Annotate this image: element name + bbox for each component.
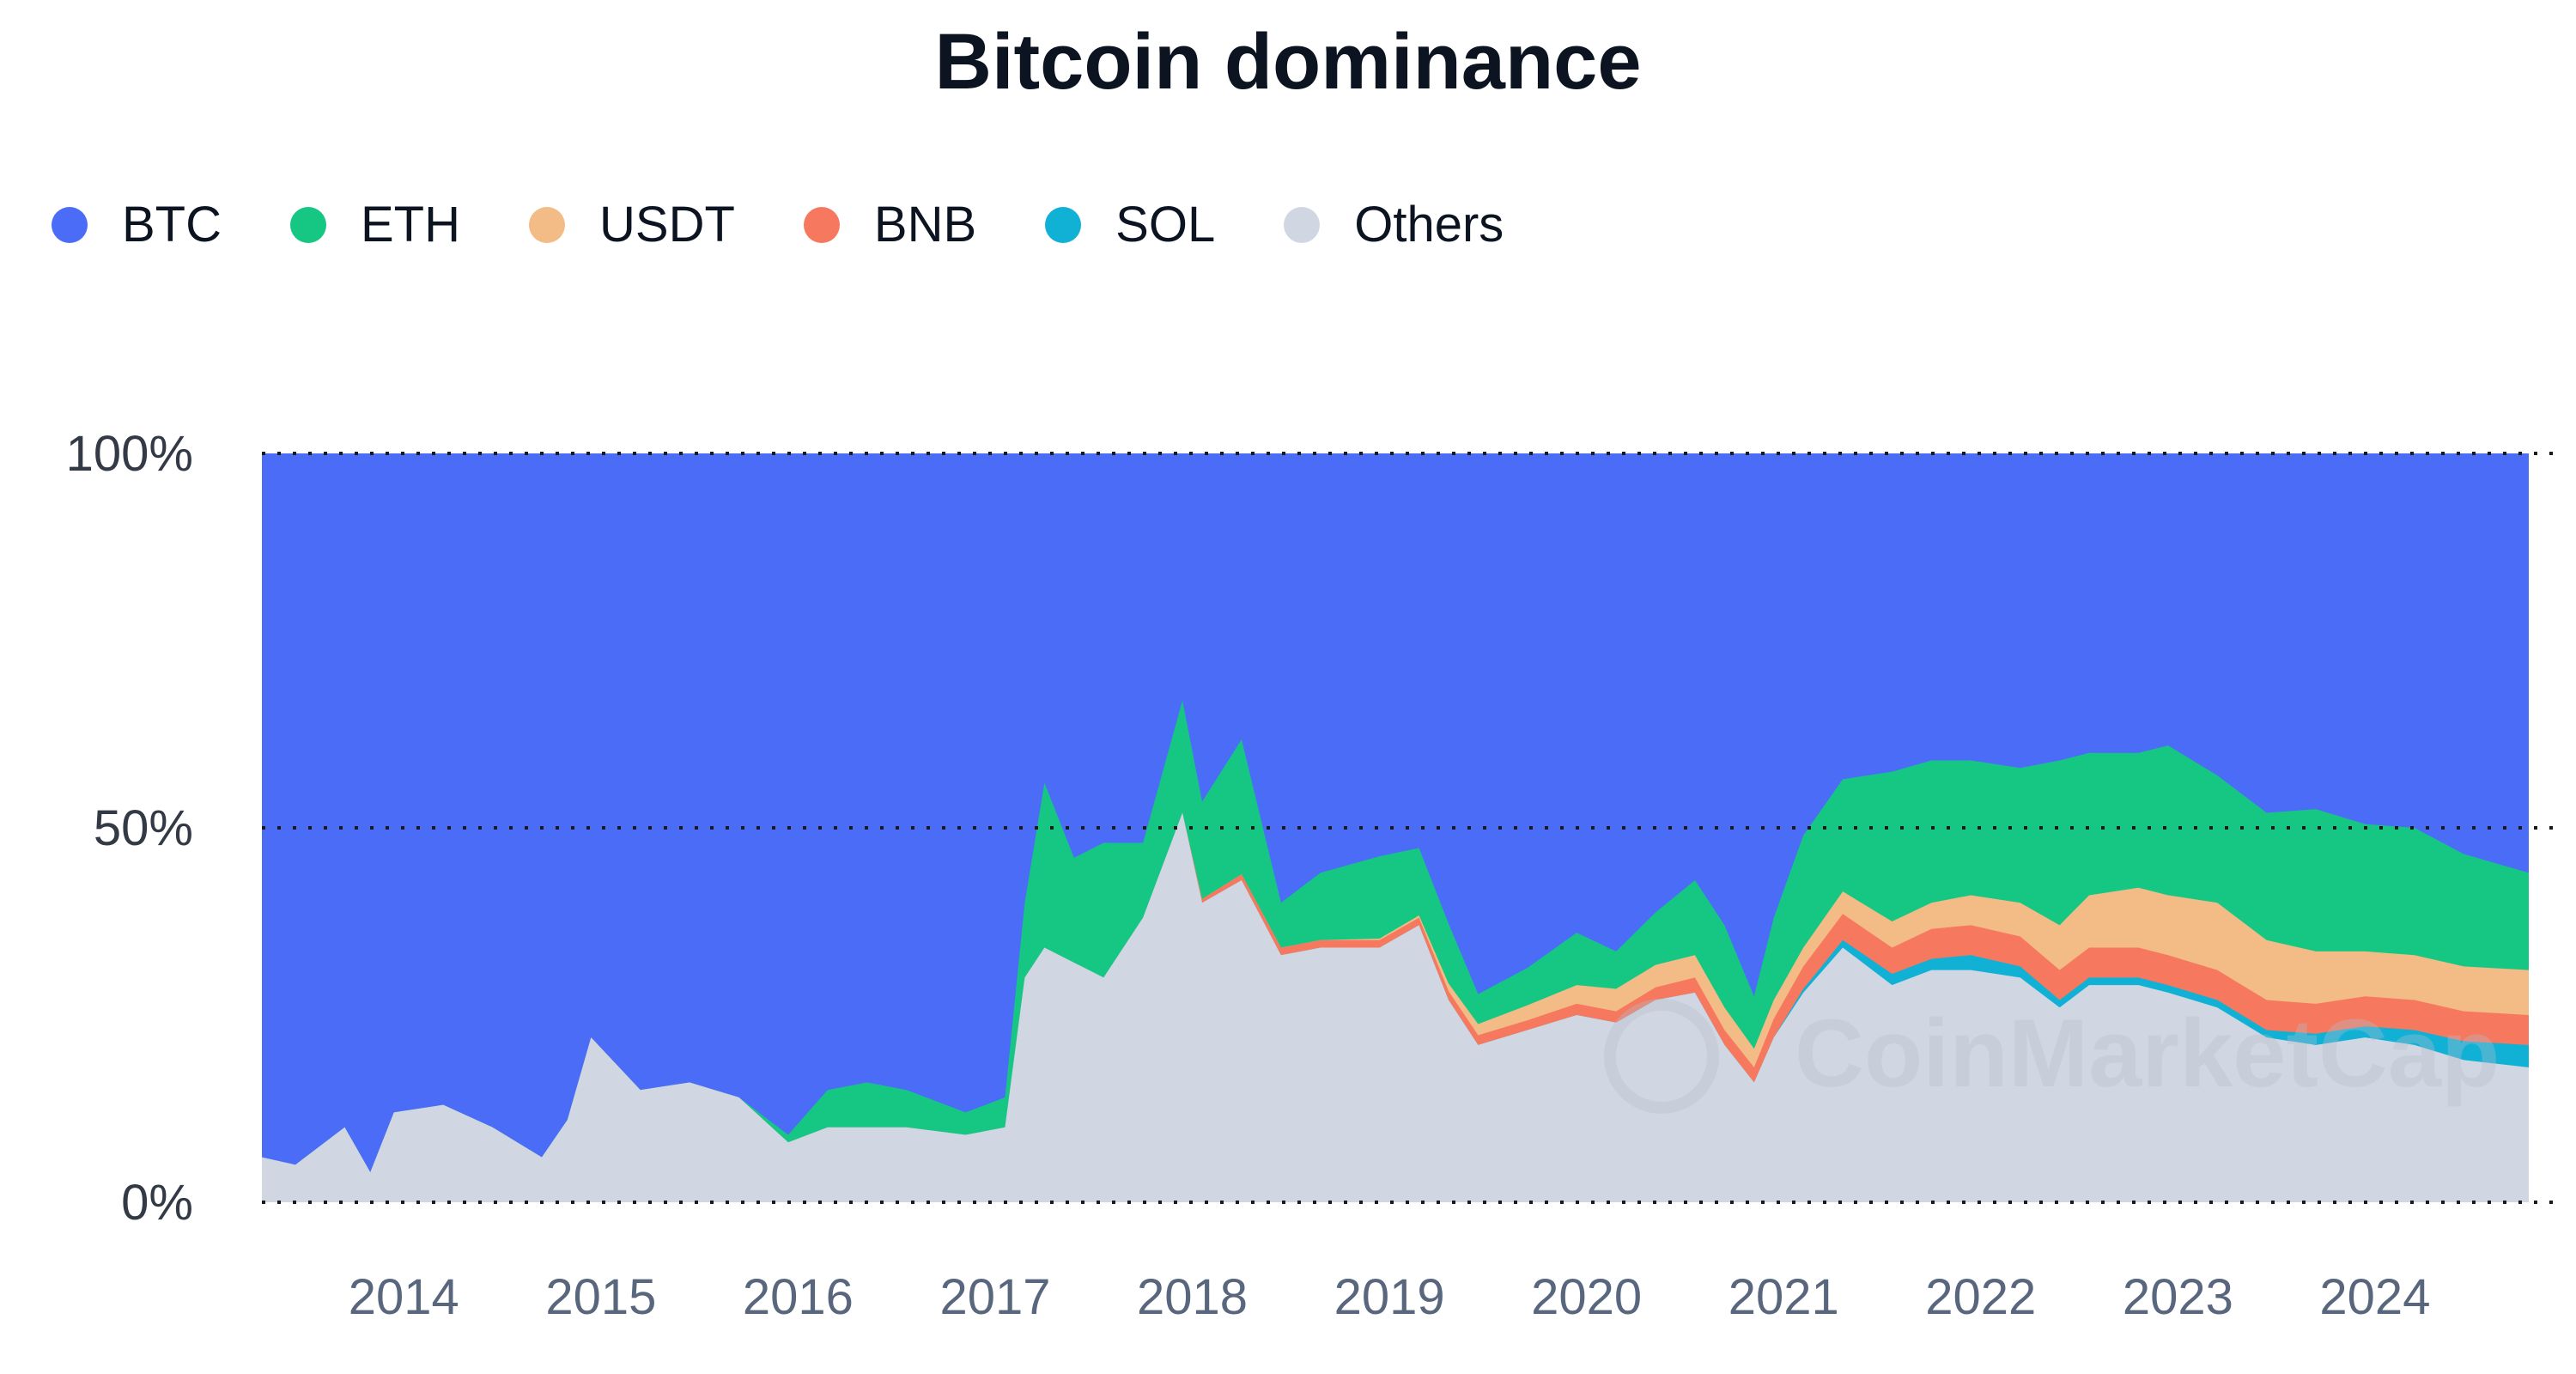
legend-label-sol: SOL [1115,197,1216,252]
legend-label-bnb: BNB [873,197,977,252]
legend-item-eth[interactable]: ETH [290,196,460,253]
x-axis: 2014 2015 2016 2017 2018 2019 2020 2021 2022 2023… [349,1269,2431,1325]
area-layers [262,453,2529,1202]
x-tick-label: 2021 [1728,1269,1839,1325]
watermark-logo-icon [1604,999,1719,1114]
legend-dot-others [1284,206,1321,243]
x-tick-label: 2017 [939,1269,1050,1325]
x-tick-label: 2019 [1334,1269,1445,1325]
x-tick-label: 2016 [743,1269,854,1325]
legend-label-usdt: USDT [599,197,735,252]
x-tick-label: 2014 [349,1269,459,1325]
x-tick-label: 2020 [1531,1269,1642,1325]
legend-label-others: Others [1354,197,1504,252]
y-tick-label: 50% [94,800,193,856]
legend-item-bnb[interactable]: BNB [803,196,977,253]
x-tick-label: 2023 [2123,1269,2233,1325]
watermark: CoinMarketCap [1604,999,2500,1114]
legend-dot-btc [52,206,88,243]
legend-dot-eth [290,206,326,243]
legend-item-others[interactable]: Others [1284,196,1504,253]
y-tick-label: 100% [66,426,193,482]
watermark-text: CoinMarketCap [1795,1000,2500,1107]
legend-item-usdt[interactable]: USDT [529,196,735,253]
area-others [262,812,2529,1202]
legend-label-btc: BTC [122,197,222,252]
x-tick-label: 2024 [2319,1269,2430,1325]
legend-dot-bnb [803,206,840,243]
x-tick-label: 2022 [1925,1269,2036,1325]
legend-item-sol[interactable]: SOL [1045,196,1215,253]
x-tick-label: 2018 [1137,1269,1248,1325]
y-axis: 0% 50% 100% [66,426,193,1231]
legend-dot-usdt [529,206,565,243]
legend: BTC ETH USDT BNB SOL Others [52,196,1572,253]
x-tick-label: 2015 [545,1269,656,1325]
grid-lines [262,452,2555,1204]
legend-dot-sol [1045,206,1082,243]
y-tick-label: 0% [121,1175,193,1231]
legend-label-eth: ETH [361,197,460,252]
legend-item-btc[interactable]: BTC [52,196,222,253]
chart-title: Bitcoin dominance [934,18,1642,106]
